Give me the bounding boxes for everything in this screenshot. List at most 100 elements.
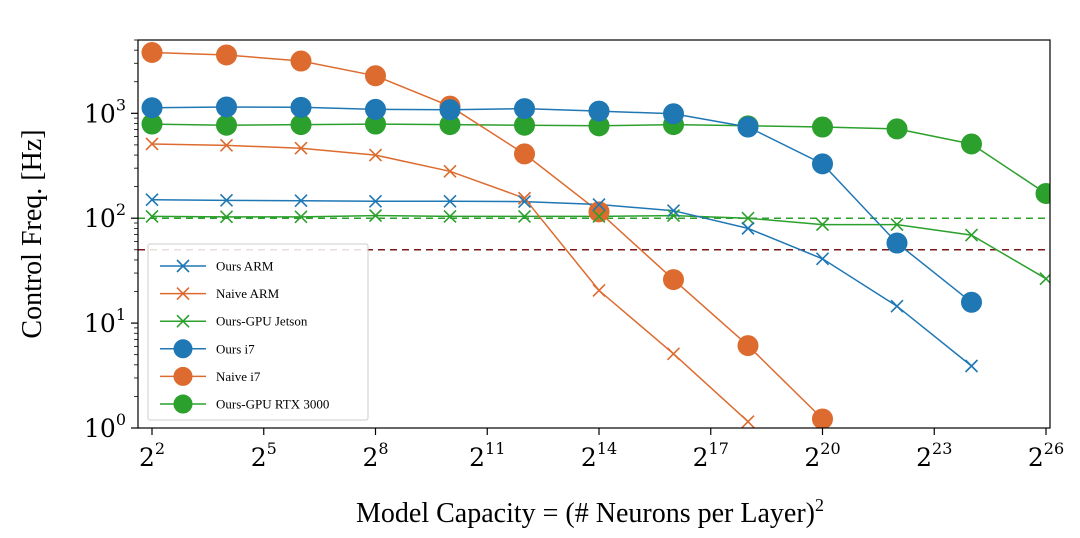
- data-point: [294, 141, 308, 155]
- data-point: [294, 210, 308, 224]
- data-point: [741, 211, 755, 225]
- data-point: [812, 153, 833, 175]
- data-point: [741, 415, 755, 428]
- data-point: [517, 191, 532, 205]
- data-point: [290, 96, 312, 118]
- x-tick-label: 22: [139, 439, 165, 472]
- series-line: [151, 106, 972, 303]
- data-point: [588, 100, 610, 122]
- data-point: [365, 65, 386, 87]
- legend-label: Naive ARM: [216, 286, 280, 301]
- y-tick-label: 100: [84, 410, 126, 443]
- data-point: [666, 347, 681, 361]
- y-tick-label: 103: [84, 95, 126, 128]
- x-tick-label: 223: [916, 439, 952, 472]
- data-point: [290, 50, 312, 72]
- legend-marker: [173, 339, 193, 359]
- y-tick-label: 101: [84, 305, 126, 338]
- data-point: [294, 194, 308, 208]
- y-tick-label: 102: [84, 200, 126, 233]
- x-tick-label: 214: [581, 439, 617, 472]
- data-point: [514, 143, 535, 165]
- data-point: [517, 209, 532, 223]
- data-point: [812, 116, 833, 138]
- data-point: [666, 208, 681, 223]
- data-point: [1039, 272, 1050, 286]
- data-point: [1035, 183, 1050, 205]
- data-point: [443, 194, 457, 208]
- data-point: [145, 193, 159, 207]
- data-point: [588, 201, 610, 223]
- data-point: [890, 217, 904, 232]
- data-point: [741, 221, 755, 235]
- data-point: [815, 252, 830, 266]
- y-axis-ticks: 100 101 102 103: [84, 95, 138, 443]
- data-point: [737, 335, 759, 357]
- x-tick-label: 217: [693, 439, 729, 472]
- data-point: [219, 138, 234, 152]
- x-axis-title: Model Capacity = (# Neurons per Layer)2: [356, 495, 824, 529]
- data-point: [812, 408, 833, 428]
- x-tick-label: 211: [469, 439, 505, 472]
- legend-label: Naive i7: [216, 369, 261, 384]
- legend-label: Ours ARM: [216, 259, 274, 274]
- data-point: [443, 164, 457, 178]
- data-point: [145, 137, 159, 151]
- data-point: [368, 194, 383, 208]
- x-tick-label: 220: [804, 439, 840, 472]
- data-point: [216, 44, 237, 66]
- data-point: [592, 197, 606, 212]
- x-tick-label: 25: [251, 439, 277, 472]
- plot-frame: [137, 39, 1051, 429]
- series-markers: [141, 42, 1050, 428]
- data-point: [886, 232, 908, 254]
- data-point: [663, 103, 684, 125]
- data-point: [663, 269, 684, 291]
- legend-marker: [173, 366, 193, 386]
- legend-entry: Ours ARM: [160, 259, 274, 274]
- legend-marker: [176, 314, 190, 328]
- x-tick-label: 226: [1028, 439, 1064, 472]
- data-point: [592, 283, 606, 297]
- legend: Ours ARM Naive ARM Ours-GPU Jetson Ours i7 N…: [147, 243, 369, 421]
- x-tick-label: 28: [362, 439, 388, 472]
- data-point: [737, 116, 759, 138]
- data-point: [890, 299, 904, 313]
- data-point: [961, 291, 982, 313]
- legend-entry: Ours-GPU RTX 3000: [160, 394, 329, 414]
- data-point: [368, 148, 383, 162]
- legend-label: Ours i7: [216, 341, 255, 356]
- data-point: [964, 228, 979, 242]
- data-point: [219, 210, 234, 224]
- legend-label: Ours-GPU RTX 3000: [216, 397, 329, 412]
- legend-label: Ours-GPU Jetson: [216, 314, 308, 329]
- data-point: [666, 204, 681, 218]
- legend-entry: Ours-GPU Jetson: [160, 314, 308, 329]
- data-point: [368, 208, 383, 223]
- data-point: [517, 195, 532, 209]
- data-point: [216, 114, 237, 136]
- data-point: [141, 42, 163, 64]
- legend-marker: [173, 394, 193, 414]
- data-point: [964, 359, 979, 373]
- y-axis-title: Control Freq. [Hz]: [17, 129, 48, 338]
- legend-entry: Naive i7: [160, 366, 261, 386]
- data-point: [216, 96, 237, 118]
- data-point: [439, 99, 461, 121]
- y-minor-ticks: [134, 39, 138, 397]
- data-point: [365, 98, 386, 120]
- x-axis-title-sup: 2: [815, 495, 824, 515]
- data-point: [145, 209, 159, 223]
- data-point: [443, 209, 457, 223]
- data-point: [886, 118, 908, 140]
- legend-marker: [176, 287, 190, 301]
- data-point: [815, 217, 830, 232]
- x-axis-title-main: Model Capacity = (# Neurons per Layer): [356, 498, 815, 529]
- x-axis-ticks: 22 25 28 211 214 217 220 223 226: [139, 428, 1064, 472]
- legend-entry: Naive ARM: [160, 286, 280, 301]
- data-point: [961, 133, 982, 155]
- data-point: [141, 97, 163, 119]
- legend-entry: Ours i7: [160, 339, 255, 359]
- legend-marker: [176, 259, 190, 273]
